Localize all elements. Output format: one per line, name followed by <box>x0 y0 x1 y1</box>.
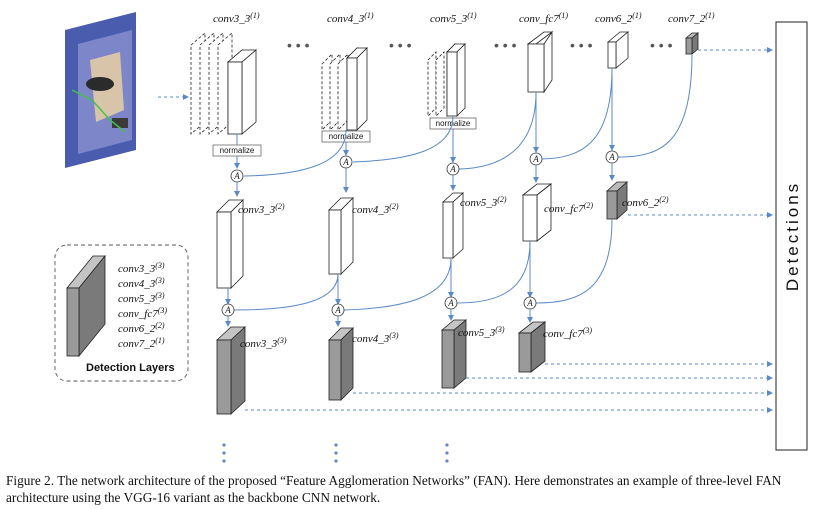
svg-text:A: A <box>342 157 349 167</box>
bottom-label-2: conv5_3(3) <box>458 325 505 339</box>
svg-text:A: A <box>532 154 539 164</box>
ellipsis-1: • • • <box>287 37 310 53</box>
legend-item-4: conv6_2(2) <box>118 321 165 335</box>
top-label-0: conv3_3(1) <box>213 11 260 25</box>
box-conv3-3-2 <box>216 199 244 289</box>
curve-2 <box>352 115 454 163</box>
ellipsis-2: • • • <box>389 37 412 53</box>
svg-text:A: A <box>449 164 456 174</box>
box-conv3-3-1 <box>190 32 258 135</box>
svg-text:A: A <box>233 171 240 181</box>
svg-text:A: A <box>608 152 615 162</box>
detections-label: Detections <box>783 181 802 291</box>
agg-node-2-2: A <box>444 296 458 310</box>
box-conv6-2-1 <box>606 31 630 69</box>
curve-5 <box>617 53 693 158</box>
legend-item-3: conv_fc7(3) <box>118 306 167 320</box>
mid-label-4: conv6_2(2) <box>622 195 669 209</box>
bottom-label-1: conv4_3(3) <box>352 331 399 345</box>
box-conv5-3-2 <box>441 192 465 259</box>
box-conv5-3-1 <box>427 43 466 117</box>
svg-text:A: A <box>334 305 341 315</box>
box-conv-fc7-3 <box>517 321 547 373</box>
svg-text:A: A <box>526 298 533 308</box>
box-conv4-3-1 <box>321 47 368 131</box>
top-label-4: conv6_2(1) <box>595 11 642 25</box>
detections-box: Detections <box>775 21 808 451</box>
agg-node-2-3: A <box>523 296 537 310</box>
normalize-box-0: normalize <box>212 144 262 157</box>
curve-3 <box>458 91 537 170</box>
agg-node-1-4: A <box>605 150 619 164</box>
svg-text:normalize: normalize <box>220 146 255 155</box>
svg-text:normalize: normalize <box>329 132 364 141</box>
curve-4 <box>541 67 613 160</box>
top-label-5: conv7_2(1) <box>668 11 715 25</box>
svg-text:A: A <box>224 305 231 315</box>
agg-node-2-1: A <box>331 303 345 317</box>
curve-1 <box>243 129 347 177</box>
curve-6 <box>233 273 339 311</box>
agg-node-1-1: A <box>339 155 353 169</box>
legend-item-0: conv3_3(3) <box>118 261 165 275</box>
top-label-3: conv_fc7(1) <box>519 11 568 25</box>
mid-label-0: conv3_3(2) <box>238 202 285 216</box>
input-image <box>65 12 136 168</box>
agg-node-1-3: A <box>529 152 543 166</box>
bottom-label-3: conv_fc7(3) <box>543 326 592 340</box>
agg-node-1-0: A <box>230 169 244 183</box>
box-conv4-3-3 <box>328 327 354 401</box>
mid-label-1: conv4_3(2) <box>352 202 399 216</box>
svg-text:A: A <box>447 298 454 308</box>
legend-item-1: conv4_3(3) <box>118 276 165 290</box>
curve-7 <box>343 257 452 311</box>
box-conv4-3-2 <box>328 197 354 275</box>
ellipsis-3: • • • <box>494 37 517 53</box>
top-label-2: conv5_3(1) <box>430 11 477 25</box>
box-conv-fc7-1 <box>526 30 554 94</box>
legend: conv3_3(3) conv4_3(3) conv5_3(3) conv_fc… <box>54 244 189 382</box>
bottom-label-0: conv3_3(3) <box>240 336 287 350</box>
legend-title: Detection Layers <box>86 362 175 374</box>
mid-label-2: conv5_3(2) <box>460 195 507 209</box>
box-conv7-2-1 <box>684 32 700 55</box>
ellipsis-5: • • • <box>650 37 673 53</box>
ellipsis-4: • • • <box>570 37 593 53</box>
top-label-1: conv4_3(1) <box>327 11 374 25</box>
figure-caption: Figure 2. The network architecture of th… <box>6 473 782 505</box>
box-conv-fc7-2 <box>521 183 553 242</box>
curve-9 <box>535 218 613 304</box>
curve-8 <box>456 240 531 304</box>
agg-node-1-2: A <box>446 162 460 176</box>
box-conv3-3-3 <box>215 326 247 415</box>
svg-text:normalize: normalize <box>436 119 471 128</box>
legend-item-5: conv7_2(1) <box>118 336 165 350</box>
legend-item-2: conv5_3(3) <box>118 291 165 305</box>
continuation-dots <box>222 443 449 463</box>
mid-label-3: conv_fc7(2) <box>544 201 593 215</box>
agg-node-2-0: A <box>221 303 235 317</box>
